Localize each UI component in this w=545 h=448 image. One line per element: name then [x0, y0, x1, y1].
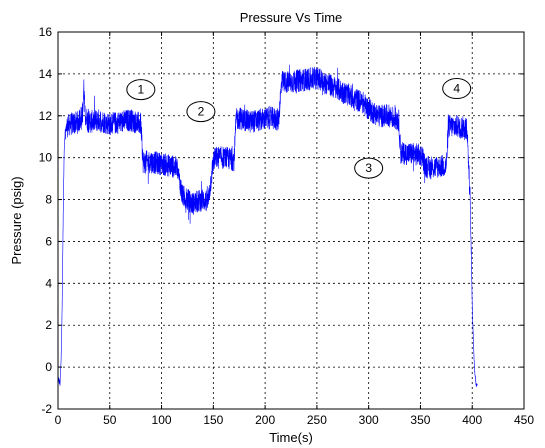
annotation-label-1: 1 [138, 83, 145, 97]
y-tick-label: 12 [39, 109, 53, 123]
x-tick-label: 50 [103, 413, 117, 427]
y-axis-title: Pressure (psig) [9, 176, 24, 264]
annotation-label-3: 3 [365, 161, 372, 175]
x-axis-title: Time(s) [269, 430, 313, 445]
annotation-marker-4 [442, 78, 472, 100]
annotation-marker-3 [354, 157, 384, 179]
series-layer [57, 64, 478, 388]
annotation-marker-2 [186, 101, 216, 123]
x-tick-label: 200 [255, 413, 275, 427]
y-tick-label: 0 [45, 360, 52, 374]
y-tick-label: 8 [45, 193, 52, 207]
y-tick-label: 2 [45, 318, 52, 332]
y-tick-label: 14 [39, 67, 53, 81]
x-tick-label: 0 [55, 413, 62, 427]
x-tick-label: 450 [514, 413, 534, 427]
series-line-0 [57, 64, 478, 388]
ticks: 0 50 100 150 200 250 300 350 400 450-202468101214… [39, 25, 535, 427]
x-tick-label: 350 [410, 413, 430, 427]
y-tick-label: 10 [39, 151, 53, 165]
x-tick-label: 100 [152, 413, 172, 427]
annotation-label-2: 2 [198, 105, 205, 119]
y-tick-label: 6 [45, 234, 52, 248]
x-tick-label: 250 [307, 413, 327, 427]
x-tick-label: 150 [203, 413, 223, 427]
x-tick-label: 400 [462, 413, 482, 427]
y-tick-label: 16 [39, 25, 53, 39]
y-tick-label: 4 [45, 276, 52, 290]
plot-frame [57, 31, 525, 410]
x-tick-label: 300 [359, 413, 379, 427]
annotations: 1 2 3 4 [126, 78, 472, 179]
chart-title: Pressure Vs Time [240, 10, 343, 25]
annotation-marker-1 [126, 79, 156, 101]
y-tick-label: -2 [41, 402, 52, 416]
annotation-label-4: 4 [453, 82, 460, 96]
